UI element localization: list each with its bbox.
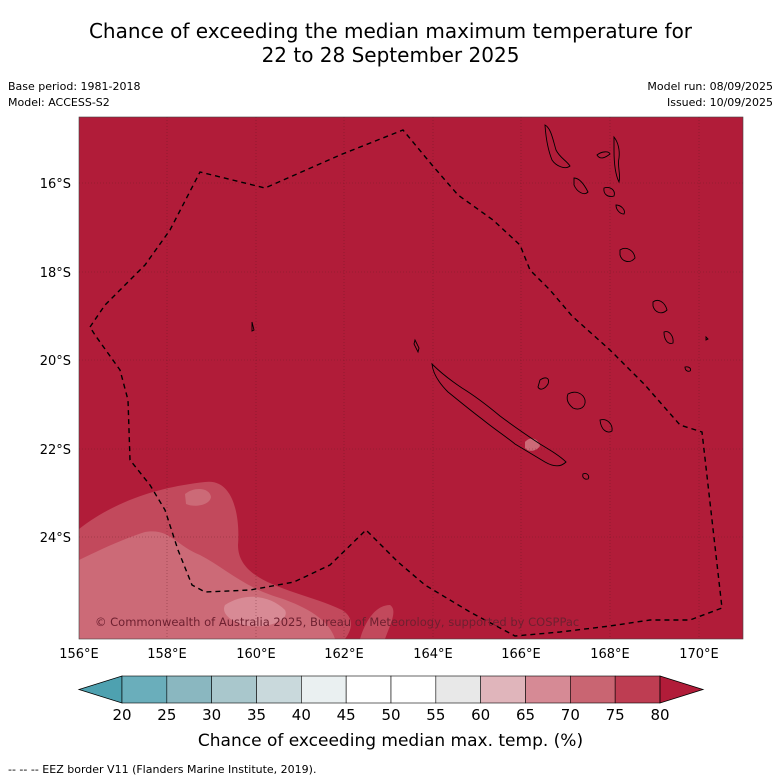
meta-left: Base period: 1981-2018 Model: ACCESS-S2 — [8, 79, 140, 111]
colorbar-tick-label: 45 — [337, 706, 356, 724]
malakula — [573, 177, 589, 195]
espiritu-santo — [544, 124, 571, 169]
ambrym — [603, 187, 615, 197]
colorbar-tick-label: 70 — [561, 706, 580, 724]
lat-tick-16: 16°S — [40, 177, 71, 192]
longitude-axis: 156°E 158°E 160°E 162°E 164°E 166°E 168°… — [59, 647, 719, 662]
base-period: Base period: 1981-2018 — [8, 80, 141, 93]
colorbar-label: Chance of exceeding median max. temp. (%… — [197, 731, 584, 751]
eez-footnote: -- -- -- EEZ border V11 (Flanders Marine… — [8, 763, 317, 776]
colorbar-extend-low — [77, 675, 123, 704]
colorbar-tick-label: 80 — [650, 706, 669, 724]
colorbar-bin — [435, 675, 481, 704]
colorbar-ticks: 20 25 30 35 40 45 50 55 60 65 70 75 80 — [112, 706, 669, 724]
lifou-coast — [566, 391, 586, 410]
aneityum — [684, 366, 692, 372]
probability-region-65 — [224, 596, 286, 627]
colorbar — [77, 675, 705, 704]
latitude-axis: 16°S 18°S 20°S 22°S 24°S — [40, 177, 71, 546]
ambae — [596, 151, 611, 159]
colorbar-bin — [166, 675, 212, 704]
ouvea-coast — [537, 377, 549, 390]
lon-tick-164: 164°E — [413, 647, 453, 662]
lat-tick-18: 18°S — [40, 266, 71, 281]
isle-of-pines — [582, 473, 590, 480]
matthew-island — [705, 335, 709, 341]
colorbar-extend-high — [659, 675, 705, 704]
title-line-2: 22 to 28 September 2025 — [261, 43, 520, 67]
eez-border — [89, 129, 723, 637]
lon-tick-166: 166°E — [501, 647, 541, 662]
mare-coast — [599, 419, 613, 433]
model-run: Model run: 08/09/2025 — [647, 80, 773, 93]
colorbar-bin — [570, 675, 616, 704]
lon-tick-168: 168°E — [590, 647, 630, 662]
lon-tick-170: 170°E — [679, 647, 719, 662]
belep-islands — [413, 338, 420, 354]
colorbar-tick-label: 65 — [516, 706, 535, 724]
lon-tick-156: 156°E — [59, 647, 99, 662]
lon-tick-160: 160°E — [236, 647, 276, 662]
colorbar-tick-label: 30 — [202, 706, 221, 724]
title-line-1: Chance of exceeding the median maximum t… — [88, 19, 693, 43]
lon-tick-158: 158°E — [147, 647, 187, 662]
erromango — [652, 299, 668, 314]
probability-region-75-east — [360, 605, 394, 639]
issued-date: Issued: 10/09/2025 — [666, 96, 773, 109]
colorbar-tick-label: 75 — [606, 706, 625, 724]
meta-right: Model run: 08/09/2025 Issued: 10/09/2025 — [647, 79, 773, 111]
tanna — [663, 331, 674, 344]
colorbar-bin — [256, 675, 302, 704]
efate — [619, 247, 636, 262]
chart-title: Chance of exceeding the median maximum t… — [0, 19, 781, 67]
lat-tick-24: 24°S — [40, 531, 71, 546]
model-name: Model: ACCESS-S2 — [8, 96, 110, 109]
chesterfield-islands — [251, 321, 255, 332]
lon-tick-162: 162°E — [324, 647, 364, 662]
colorbar-bin — [121, 675, 168, 704]
colorbar-tick-label: 50 — [381, 706, 400, 724]
maewo-pentecost — [613, 135, 621, 184]
colorbar-bin — [390, 675, 437, 704]
colorbar-bin — [345, 675, 392, 704]
colorbar-tick-label: 35 — [247, 706, 266, 724]
colorbar-tick-label: 60 — [471, 706, 490, 724]
colorbar-tick-label: 25 — [157, 706, 176, 724]
colorbar-bin — [211, 675, 257, 704]
colorbar-bin — [525, 675, 571, 704]
colorbar-bin — [614, 675, 661, 704]
probability-region-75-isle — [185, 488, 211, 506]
colorbar-tick-label: 20 — [112, 706, 131, 724]
colorbar-tick-label: 55 — [426, 706, 445, 724]
coastlines — [251, 124, 709, 480]
graticule — [79, 117, 743, 639]
copyright-text: © Commonwealth of Australia 2025, Bureau… — [95, 615, 579, 629]
colorbar-tick-label: 40 — [292, 706, 311, 724]
lat-tick-20: 20°S — [40, 354, 71, 369]
lat-tick-22: 22°S — [40, 443, 71, 458]
new-caledonia-coast — [431, 362, 567, 467]
colorbar-bin — [301, 675, 347, 704]
colorbar-bin — [480, 675, 526, 704]
epi — [615, 204, 625, 215]
map-frame — [78, 116, 744, 640]
